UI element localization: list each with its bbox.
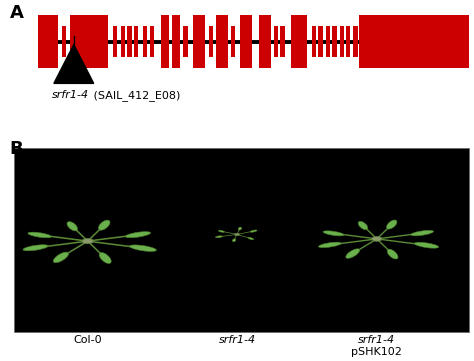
- Bar: [259, 15, 271, 68]
- Ellipse shape: [387, 249, 398, 259]
- Ellipse shape: [53, 252, 69, 263]
- Bar: [354, 26, 358, 57]
- Text: pSHK102: pSHK102: [351, 347, 402, 357]
- Bar: [312, 26, 316, 57]
- Ellipse shape: [358, 221, 368, 230]
- Ellipse shape: [67, 222, 78, 231]
- Bar: [63, 26, 66, 57]
- Bar: [70, 15, 108, 68]
- Ellipse shape: [216, 236, 222, 238]
- Bar: [274, 26, 278, 57]
- Ellipse shape: [218, 230, 224, 232]
- Bar: [143, 26, 147, 57]
- Bar: [209, 26, 213, 57]
- Text: Col-0: Col-0: [73, 335, 102, 345]
- Ellipse shape: [323, 231, 344, 236]
- Bar: [172, 15, 180, 68]
- Bar: [38, 15, 58, 68]
- Bar: [193, 15, 205, 68]
- Bar: [120, 26, 125, 57]
- Ellipse shape: [99, 253, 111, 264]
- Bar: [216, 15, 228, 68]
- Bar: [161, 15, 169, 68]
- Bar: [128, 26, 132, 57]
- Bar: [346, 26, 350, 57]
- Circle shape: [82, 239, 93, 244]
- Text: srfr1-4: srfr1-4: [358, 335, 395, 345]
- Ellipse shape: [126, 232, 151, 238]
- Ellipse shape: [414, 242, 438, 248]
- Polygon shape: [54, 44, 94, 83]
- Bar: [113, 26, 117, 57]
- Ellipse shape: [319, 242, 341, 248]
- Ellipse shape: [23, 245, 48, 251]
- Ellipse shape: [346, 249, 360, 258]
- Text: B: B: [9, 140, 23, 158]
- Ellipse shape: [386, 220, 397, 229]
- Bar: [183, 26, 188, 57]
- Text: (SAIL_412_E08): (SAIL_412_E08): [91, 90, 181, 101]
- Bar: [339, 26, 344, 57]
- Bar: [281, 26, 285, 57]
- Text: srfr1-4: srfr1-4: [219, 335, 255, 345]
- Ellipse shape: [411, 230, 433, 236]
- Ellipse shape: [129, 245, 156, 252]
- Bar: [359, 15, 469, 68]
- Bar: [14, 148, 469, 332]
- Ellipse shape: [232, 239, 236, 242]
- Bar: [240, 15, 252, 68]
- Bar: [150, 26, 154, 57]
- Bar: [231, 26, 236, 57]
- Bar: [332, 26, 337, 57]
- Bar: [134, 26, 138, 57]
- Bar: [291, 15, 307, 68]
- Bar: [326, 26, 330, 57]
- Ellipse shape: [250, 230, 257, 232]
- Text: A: A: [9, 4, 23, 22]
- Ellipse shape: [248, 238, 254, 240]
- Circle shape: [372, 236, 382, 241]
- Ellipse shape: [28, 232, 51, 238]
- Ellipse shape: [99, 220, 110, 230]
- Text: srfr1-4: srfr1-4: [52, 90, 89, 100]
- Circle shape: [235, 233, 239, 236]
- Ellipse shape: [238, 227, 242, 230]
- Bar: [319, 26, 323, 57]
